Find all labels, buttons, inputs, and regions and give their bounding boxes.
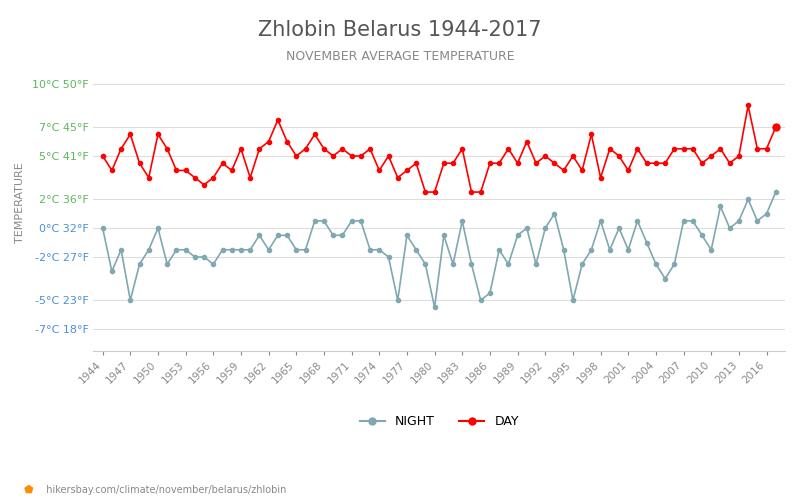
Line: NIGHT: NIGHT — [101, 190, 778, 310]
NIGHT — [430, 304, 439, 310]
DAY — [246, 174, 255, 180]
NIGHT — [771, 189, 781, 195]
Y-axis label: TEMPERATURE: TEMPERATURE — [15, 162, 25, 244]
Text: hikersbay.com/climate/november/belarus/zhlobin: hikersbay.com/climate/november/belarus/z… — [40, 485, 286, 495]
NIGHT — [485, 290, 494, 296]
DAY — [485, 160, 494, 166]
Text: ⬟: ⬟ — [24, 485, 34, 495]
NIGHT — [716, 204, 726, 210]
NIGHT — [236, 247, 246, 253]
DAY — [743, 102, 753, 108]
DAY — [716, 146, 726, 152]
Text: Zhlobin Belarus 1944-2017: Zhlobin Belarus 1944-2017 — [258, 20, 542, 40]
DAY — [476, 189, 486, 195]
DAY — [319, 146, 329, 152]
DAY — [236, 146, 246, 152]
Line: DAY: DAY — [101, 104, 778, 194]
NIGHT — [98, 225, 107, 231]
NIGHT — [476, 298, 486, 304]
NIGHT — [246, 247, 255, 253]
Text: NOVEMBER AVERAGE TEMPERATURE: NOVEMBER AVERAGE TEMPERATURE — [286, 50, 514, 63]
NIGHT — [319, 218, 329, 224]
DAY — [771, 124, 781, 130]
Legend: NIGHT, DAY: NIGHT, DAY — [354, 410, 524, 433]
DAY — [98, 153, 107, 159]
DAY — [421, 189, 430, 195]
